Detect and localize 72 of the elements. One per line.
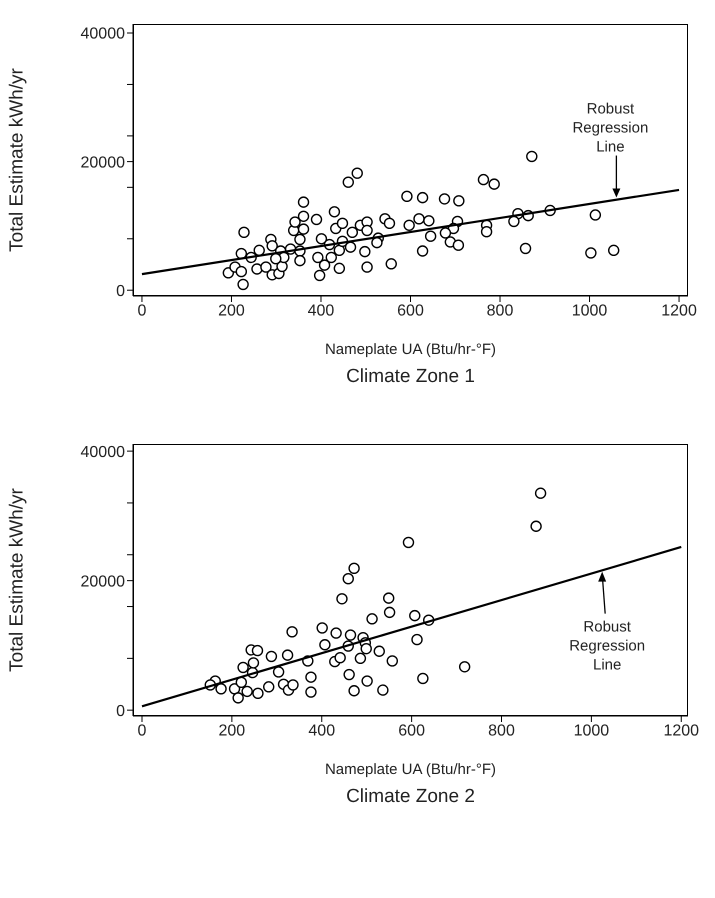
point: [282, 649, 294, 661]
point: [236, 676, 248, 688]
x-tick-label: 600: [398, 722, 426, 740]
point: [361, 675, 373, 687]
point: [334, 652, 346, 664]
x-tick-label: 0: [138, 302, 146, 320]
y-tick-label: 20000: [80, 573, 126, 590]
x-tick-label: 400: [308, 722, 336, 740]
point: [241, 686, 253, 698]
x-tick-label: 1000: [572, 302, 608, 320]
y-tick-label: 0: [116, 282, 126, 300]
point: [305, 671, 317, 683]
point: [411, 634, 423, 646]
point: [342, 573, 354, 584]
point: [272, 666, 284, 678]
point: [409, 610, 420, 622]
point: [286, 626, 298, 638]
point: [252, 644, 264, 656]
point: [377, 684, 389, 696]
point: [237, 662, 249, 674]
point: [348, 685, 360, 696]
point: [287, 679, 299, 691]
y-axis-title: Total Estimate kWh/yr: [6, 487, 28, 672]
annotation: Robust Regression Line: [572, 100, 648, 198]
point: [360, 642, 372, 654]
x-axis-title: Nameplate UA (Btu/hr-°F): [324, 761, 496, 778]
point: [252, 688, 264, 700]
point: [336, 593, 348, 604]
x-tick-label: 600: [397, 302, 424, 320]
x-tick-label: 800: [488, 722, 515, 740]
point: [215, 683, 227, 694]
x-tick-label: 0: [138, 722, 147, 740]
annotation: Robust Regression Line: [569, 572, 646, 674]
point: [383, 592, 394, 604]
y-axis-title: Total Estimate kWh/yr: [6, 67, 28, 252]
point: [305, 686, 317, 698]
y-tick-label: 0: [116, 702, 126, 720]
point: [530, 520, 542, 532]
annotation: Robust Regression Line: [572, 100, 648, 156]
x-axis-title: Nameplate UA (Btu/hr-°F): [324, 341, 496, 358]
point: [354, 652, 366, 664]
point: [248, 657, 260, 669]
point: [366, 613, 378, 625]
y-tick-label: 40000: [80, 444, 126, 461]
x-tick-label: 1200: [661, 302, 697, 320]
annotation: Robust Regression Line: [569, 618, 646, 674]
point: [343, 668, 355, 680]
point: [232, 692, 244, 704]
x-tick-label: 200: [218, 722, 246, 740]
point: [266, 650, 278, 662]
x-tick-label: 400: [308, 302, 334, 320]
text: Climate Zone 2: [345, 786, 476, 808]
point: [534, 488, 546, 499]
point: [458, 661, 470, 672]
point: [402, 536, 414, 548]
point: [384, 606, 396, 618]
point: [330, 627, 342, 639]
x-tick-label: 200: [218, 302, 245, 320]
point: [348, 562, 360, 574]
point: [316, 622, 328, 634]
text: Climate Zone 1: [345, 366, 476, 388]
point: [417, 672, 429, 684]
point: [386, 655, 398, 667]
y-tick-label: 40000: [80, 26, 126, 43]
point: [374, 646, 385, 657]
x-tick-label: 800: [486, 302, 514, 320]
point: [344, 629, 356, 641]
x-tick-label: 1200: [663, 722, 700, 740]
point: [263, 681, 274, 693]
x-tick-label: 1000: [574, 722, 610, 740]
y-tick-label: 20000: [80, 154, 126, 172]
point: [319, 639, 331, 650]
